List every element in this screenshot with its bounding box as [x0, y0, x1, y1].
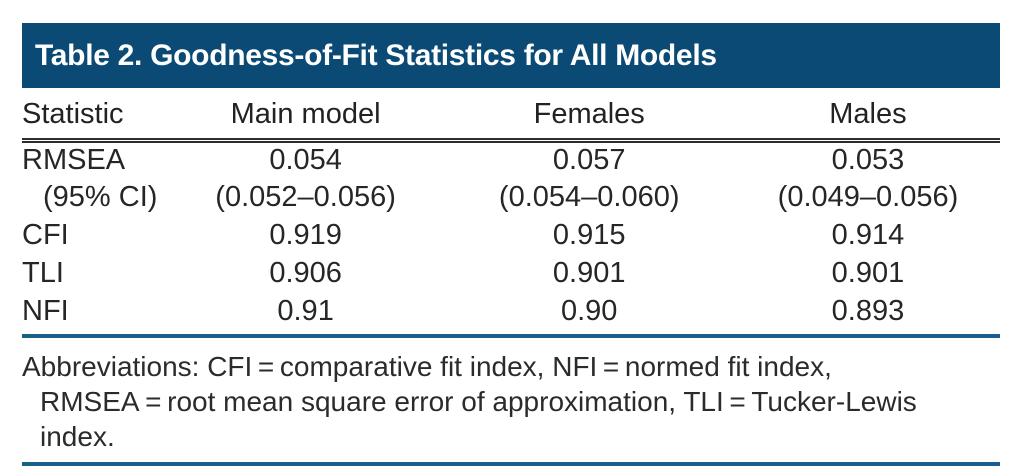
- value-males: 0.053: [831, 144, 905, 177]
- statistic-label: NFI: [22, 295, 69, 327]
- footnote-line: Abbreviations: CFI = comparative fit ind…: [22, 350, 832, 382]
- value-main-model: 0.054: [269, 144, 342, 177]
- value-main-model: 0.919: [269, 219, 342, 251]
- table-bottom-rule: [22, 333, 1000, 338]
- table-header-row: Statistic Main model Females Males: [22, 89, 1000, 143]
- value-main-model: 0.91: [277, 295, 334, 327]
- table-row-nfi: NFI 0.91 0.90 0.893: [22, 293, 1000, 331]
- table-row-tli: TLI 0.906 0.901 0.901: [22, 255, 1000, 293]
- column-header-females: Females: [442, 89, 736, 143]
- footnote-line: index.: [40, 420, 115, 452]
- value-females: 0.90: [560, 295, 618, 327]
- table-title: Table 2. Goodness-of-Fit Statistics for …: [35, 38, 717, 72]
- table-row-rmsea: RMSEA 0.054 0.057 0.053: [22, 141, 1000, 179]
- value-females: 0.915: [552, 219, 626, 251]
- value-females: (0.054–0.060): [498, 181, 680, 213]
- figure-bottom-rule: [22, 461, 1000, 466]
- statistic-label: TLI: [22, 257, 64, 289]
- abbreviations-footnote: Abbreviations: CFI = comparative fit ind…: [22, 349, 1000, 454]
- goodness-of-fit-table: Statistic Main model Females Males RMSEA…: [22, 89, 1000, 331]
- value-males: 0.914: [831, 219, 905, 251]
- statistic-label: CFI: [22, 219, 69, 251]
- table-title-bar: Table 2. Goodness-of-Fit Statistics for …: [22, 23, 1000, 88]
- value-males: 0.893: [831, 295, 905, 327]
- footnote-line: RMSEA = root mean square error of approx…: [40, 385, 917, 417]
- value-females: 0.057: [552, 144, 626, 177]
- column-header-statistic: Statistic: [22, 89, 169, 143]
- statistic-label: (95% CI): [43, 181, 158, 213]
- figure-content: Table 2. Goodness-of-Fit Statistics for …: [22, 23, 1000, 466]
- value-main-model: 0.906: [269, 257, 342, 289]
- column-header-males: Males: [735, 89, 1000, 143]
- value-females: 0.901: [552, 257, 626, 289]
- value-males: (0.049–0.056): [777, 181, 959, 213]
- table-row-cfi: CFI 0.919 0.915 0.914: [22, 217, 1000, 255]
- column-header-main-model: Main model: [168, 89, 443, 143]
- statistic-label: RMSEA: [22, 144, 126, 177]
- value-males: 0.901: [831, 257, 905, 289]
- table-row-rmsea-ci: (95% CI) (0.052–0.056) (0.054–0.060) (0.…: [22, 179, 1000, 217]
- value-main-model: (0.052–0.056): [215, 181, 396, 213]
